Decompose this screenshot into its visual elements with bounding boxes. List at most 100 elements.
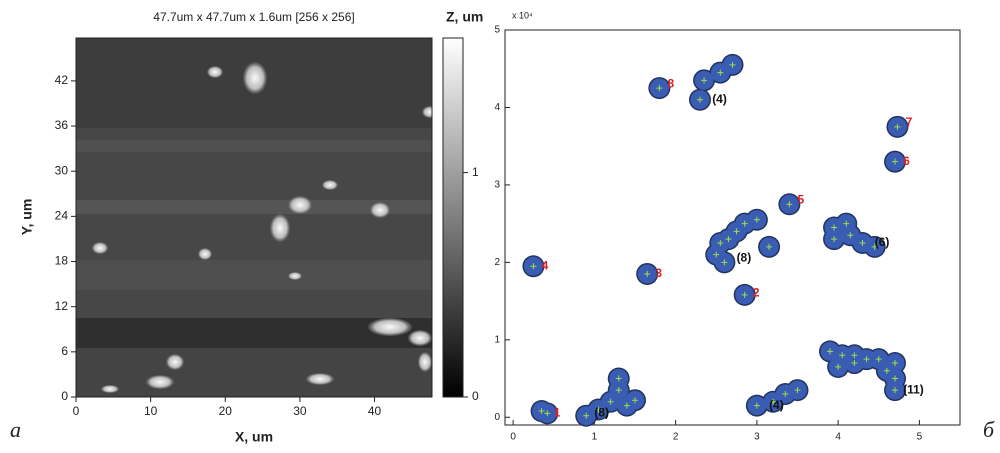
- x-tick-label: 0: [510, 432, 516, 443]
- y-tick-label: 0: [61, 389, 68, 403]
- particle-cross: [753, 216, 760, 223]
- particle-cross: [725, 236, 732, 243]
- x-tick-label: 20: [219, 404, 233, 418]
- particle-label: 3: [655, 266, 662, 280]
- x-tick-label: 10: [144, 404, 158, 418]
- particle-cross: [741, 220, 748, 227]
- particle-cross: [697, 96, 703, 103]
- x-tick-label: 1: [592, 432, 598, 443]
- particle-cross: [701, 77, 708, 84]
- particle-label: 1: [554, 406, 561, 420]
- particle-cross: [717, 239, 724, 246]
- particle-label: (6): [875, 235, 890, 249]
- particle-cross: [894, 123, 901, 130]
- particle-label: (4): [712, 92, 727, 106]
- particle-cross: [741, 291, 748, 298]
- y-axis-label: Y, um: [19, 199, 35, 236]
- y-tick-label: 30: [55, 163, 69, 177]
- particle-cross: [623, 402, 630, 409]
- particle-cross: [786, 201, 793, 208]
- particle-cross: [892, 360, 898, 367]
- particle-cross: [875, 356, 882, 363]
- x-axis-label: X, um: [235, 429, 273, 445]
- image-frame: [75, 37, 433, 398]
- particle-cross: [794, 387, 801, 394]
- y-tick-label: 18: [55, 254, 69, 268]
- particle-cross: [851, 360, 858, 367]
- particle-label: (11): [903, 382, 924, 396]
- x-tick-label: 4: [835, 432, 841, 443]
- particle-label: 2: [753, 286, 760, 300]
- y-tick-label: 4: [494, 102, 500, 113]
- y-tick-label: 36: [55, 118, 69, 132]
- particle-cross: [717, 69, 724, 76]
- particle-cross: [615, 375, 622, 382]
- particle-cross: [863, 356, 870, 363]
- particle-cross: [544, 410, 551, 417]
- particle-cross: [831, 236, 838, 243]
- colorbar-title: Z, um: [446, 9, 483, 25]
- particle-cross: [851, 352, 858, 359]
- particle-label: (4): [769, 398, 784, 412]
- particle-label: (8): [594, 406, 609, 420]
- x-tick-label: 2: [673, 432, 679, 443]
- particle-cross: [530, 263, 537, 270]
- particle-cross: [538, 408, 545, 415]
- particle-cross: [831, 224, 838, 231]
- particle-cross: [729, 61, 736, 68]
- panel-label: а: [10, 417, 21, 442]
- colorbar-tick-label: 0: [472, 389, 479, 403]
- x-tick-label: 5: [917, 432, 923, 443]
- particle-cross: [644, 270, 651, 277]
- axis-multiplier: x 10⁴: [512, 10, 533, 20]
- particle-label: 8: [668, 76, 675, 90]
- particle-cross: [766, 243, 773, 250]
- particle-cross: [753, 402, 760, 409]
- particle-label: 7: [906, 115, 913, 129]
- particle-cross: [656, 85, 663, 92]
- particle-cross: [827, 348, 833, 355]
- particle-cross: [583, 412, 590, 419]
- particle-cross: [770, 398, 777, 405]
- x-tick-label: 3: [754, 432, 760, 443]
- colorbar-tick-label: 1: [472, 165, 479, 179]
- particle-cross: [847, 232, 854, 239]
- particle-cross: [733, 228, 740, 235]
- y-tick-label: 12: [55, 299, 69, 313]
- afm-image: [76, 38, 432, 397]
- y-tick-label: 0: [494, 412, 500, 423]
- particle-cross: [892, 387, 898, 394]
- colorbar: [442, 37, 464, 398]
- plot-frame: [504, 29, 961, 426]
- x-tick-label: 0: [73, 404, 80, 418]
- particle-cross: [782, 391, 789, 398]
- particle-cross: [595, 406, 602, 413]
- x-tick-label: 30: [293, 404, 307, 418]
- particle-label: (8): [737, 251, 752, 265]
- particle-cross: [632, 397, 638, 404]
- particle-cross: [607, 398, 614, 405]
- particle-label: 4: [542, 258, 549, 272]
- particle-cross: [839, 352, 846, 359]
- particle-cross: [843, 220, 850, 227]
- panel-label: б: [983, 417, 995, 442]
- particle-cross: [713, 251, 720, 258]
- y-tick-label: 42: [55, 73, 69, 87]
- particle-cross: [883, 367, 890, 374]
- particle-cross: [859, 239, 866, 246]
- y-tick-label: 2: [494, 257, 500, 268]
- particle-label: 5: [798, 193, 805, 207]
- particle-label: 6: [903, 154, 910, 168]
- particle-cross: [892, 158, 898, 165]
- x-tick-label: 40: [368, 404, 382, 418]
- y-tick-label: 1: [494, 334, 500, 345]
- y-tick-label: 24: [55, 209, 69, 223]
- y-tick-label: 5: [494, 25, 500, 36]
- particle-cross: [871, 243, 878, 250]
- particle-cross: [721, 259, 728, 266]
- particle-cross: [615, 387, 622, 394]
- y-tick-label: 3: [494, 180, 500, 191]
- particle-cross: [835, 363, 842, 370]
- y-tick-label: 6: [61, 344, 68, 358]
